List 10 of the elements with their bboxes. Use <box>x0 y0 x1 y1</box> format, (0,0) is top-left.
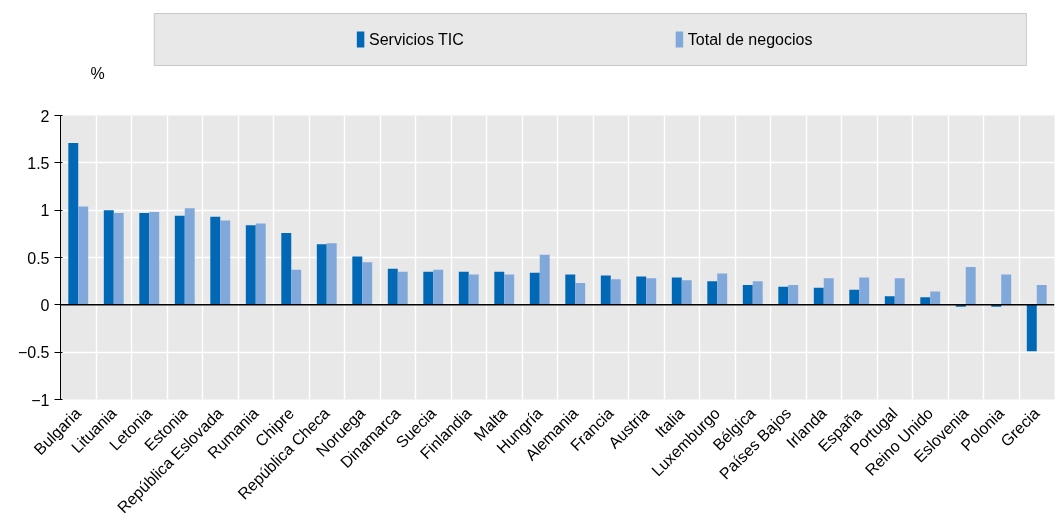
y-tick-label: 0 <box>40 296 50 314</box>
y-tick-label: 1.5 <box>27 154 50 172</box>
y-tick-label: −1 <box>31 391 50 409</box>
y-tick-label: 0.5 <box>27 249 50 267</box>
legend-label: Servicios TIC <box>369 31 464 48</box>
y-tick-label: 1 <box>40 202 50 220</box>
legend-label: Total de negocios <box>687 31 813 48</box>
y-tick-label: 2 <box>40 107 50 125</box>
y-tick-label: −0.5 <box>17 344 50 362</box>
y-axis-title: % <box>90 64 105 82</box>
